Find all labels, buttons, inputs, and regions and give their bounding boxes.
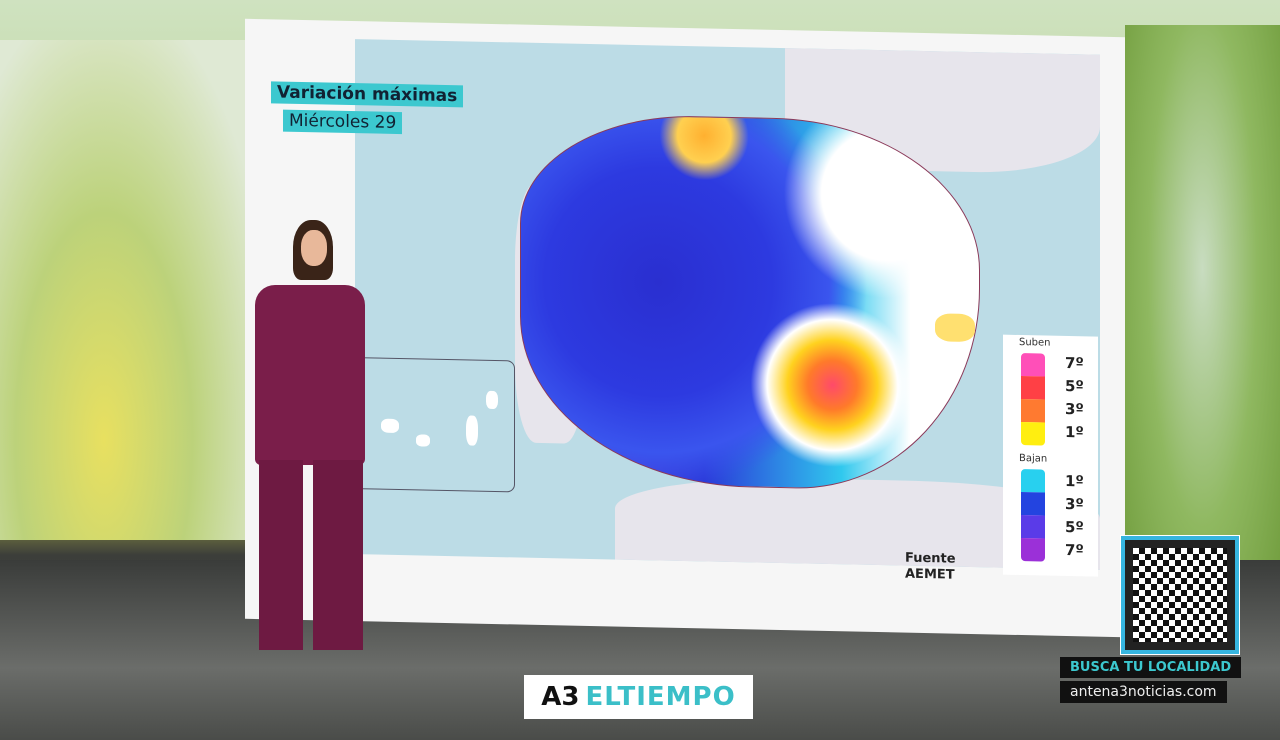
legend-value: 3º	[1065, 399, 1084, 419]
legend-value: 3º	[1065, 494, 1084, 514]
legend-value: 7º	[1065, 353, 1084, 373]
legend-value: 7º	[1065, 540, 1084, 560]
presenter	[245, 220, 410, 660]
legend-value: 1º	[1065, 422, 1084, 442]
spain-temperature-map	[520, 112, 980, 493]
qr-code[interactable]	[1120, 535, 1240, 655]
left-video-wall	[0, 40, 260, 540]
antena3-eltiempo-logo: A3 ELTIEMPO	[524, 675, 753, 719]
legend-value: 5º	[1065, 517, 1084, 537]
map-title: Variación máximas	[271, 81, 464, 108]
source-name: AEMET	[905, 566, 955, 583]
logo-text: ELTIEMPO	[585, 682, 736, 712]
legend-down-label: Bajan	[1019, 452, 1048, 465]
legend-up-label: Suben	[1019, 336, 1051, 349]
source-label: Fuente	[905, 550, 956, 567]
busca-localidad-label: BUSCA TU LOCALIDAD	[1060, 657, 1242, 678]
legend: Suben 7º 5º 3º 1º Bajan 1º 3º 5º 7º	[1003, 334, 1098, 577]
logo-a3: A3	[541, 682, 580, 712]
legend-value: 1º	[1065, 471, 1084, 491]
legend-value: 5º	[1065, 376, 1084, 396]
weather-map	[355, 39, 1100, 570]
source-credit: Fuente AEMET	[905, 551, 956, 584]
balearic-islands	[935, 313, 975, 343]
website-url: antena3noticias.com	[1060, 681, 1227, 703]
right-video-wall	[1125, 25, 1280, 635]
map-subtitle: Miércoles 29	[283, 109, 403, 135]
